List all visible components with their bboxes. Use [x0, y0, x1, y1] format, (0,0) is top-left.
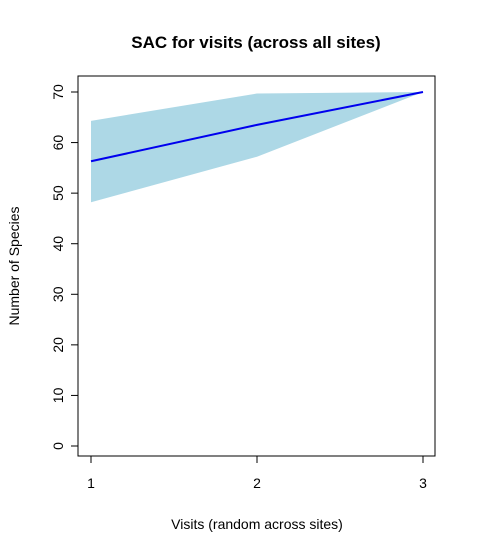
chart-title: SAC for visits (across all sites) [131, 33, 380, 52]
x-tick-label: 2 [253, 475, 261, 491]
y-tick-label: 50 [50, 185, 66, 201]
y-axis-label: Number of Species [6, 206, 22, 325]
confidence-band [91, 92, 423, 203]
x-tick-label: 3 [419, 475, 427, 491]
y-axis: 0 10 20 30 40 50 60 70 [50, 84, 79, 450]
y-tick-label: 20 [50, 337, 66, 353]
confidence-band-layer [91, 92, 423, 203]
y-tick-label: 30 [50, 286, 66, 302]
y-tick-label: 0 [50, 442, 66, 450]
y-tick-label: 70 [50, 84, 66, 100]
x-axis-label: Visits (random across sites) [171, 516, 343, 532]
x-tick-label: 1 [87, 475, 95, 491]
x-axis: 1 2 3 [87, 455, 427, 491]
y-tick-label: 60 [50, 135, 66, 151]
y-tick-label: 40 [50, 236, 66, 252]
y-tick-label: 10 [50, 387, 66, 403]
series-line-layer [90, 91, 424, 163]
